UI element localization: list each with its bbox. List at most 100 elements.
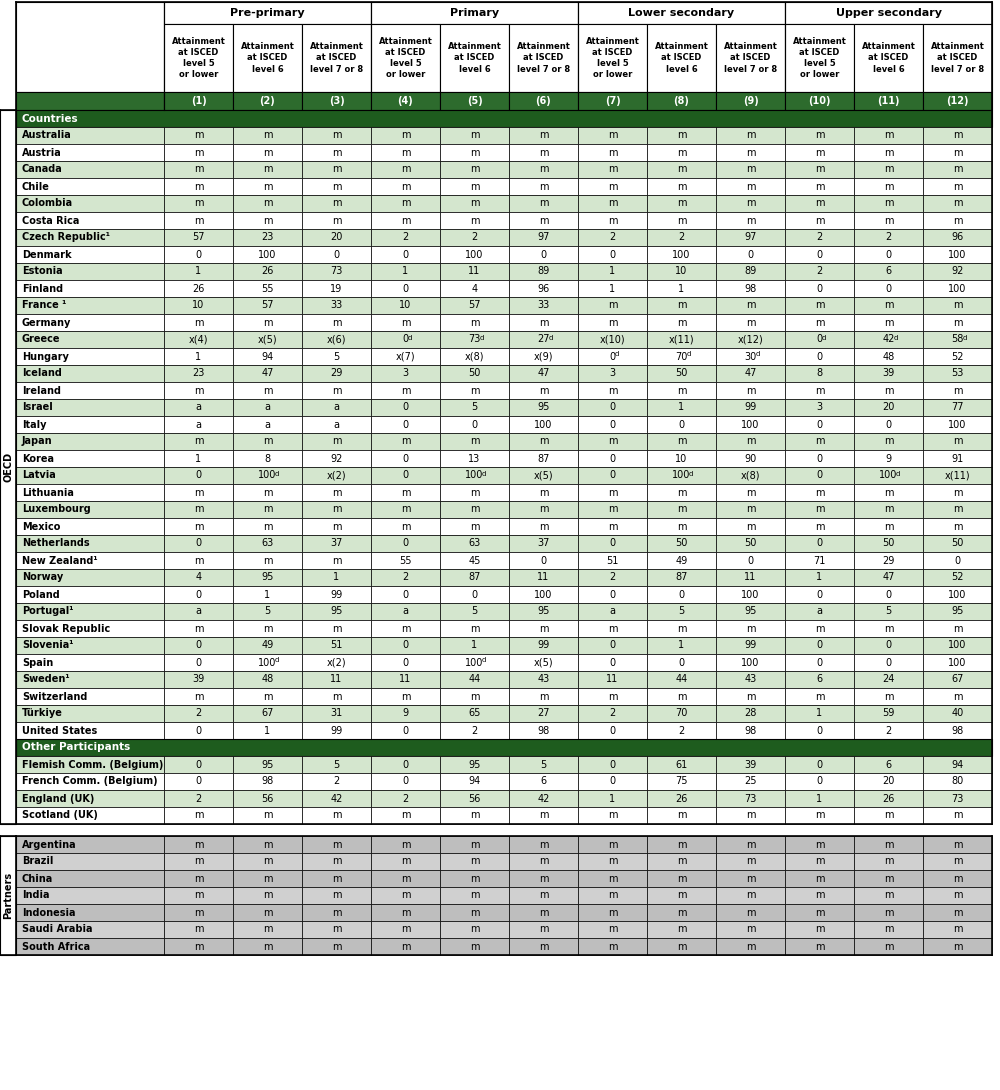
Text: 73: 73 [951, 794, 964, 803]
Bar [233, 586, 302, 603]
Text: m: m [884, 317, 893, 327]
Text: m: m [539, 857, 548, 867]
Text: m: m [746, 942, 755, 952]
Text: 10: 10 [192, 301, 205, 311]
Bar [164, 756, 233, 773]
Bar [440, 229, 509, 246]
Bar [164, 671, 233, 688]
Text: 58: 58 [951, 335, 964, 344]
Bar [509, 501, 578, 518]
Text: 44: 44 [468, 675, 481, 685]
Text: 97: 97 [744, 232, 757, 242]
Text: 70: 70 [675, 708, 688, 718]
Bar [371, 773, 440, 790]
Text: m: m [470, 521, 479, 532]
Text: 96: 96 [537, 283, 550, 293]
Bar [440, 722, 509, 739]
Text: m: m [953, 623, 962, 633]
Text: New Zealand¹: New Zealand¹ [22, 556, 98, 566]
Bar [16, 280, 164, 296]
Bar [854, 705, 923, 722]
Text: m: m [401, 924, 410, 934]
Bar [785, 433, 854, 450]
Bar [578, 671, 647, 688]
Bar [647, 870, 716, 887]
Bar [923, 178, 992, 195]
Bar [440, 467, 509, 484]
Text: 3: 3 [609, 368, 616, 378]
Bar [578, 722, 647, 739]
Text: m: m [677, 623, 686, 633]
Text: Spain: Spain [22, 657, 53, 667]
Text: m: m [746, 505, 755, 514]
Bar [578, 620, 647, 637]
Bar [716, 671, 785, 688]
Text: m: m [539, 942, 548, 952]
Text: m: m [401, 487, 410, 497]
Text: m: m [194, 386, 203, 396]
Text: 92: 92 [951, 266, 964, 277]
Text: m: m [194, 908, 203, 918]
Text: m: m [401, 623, 410, 633]
Text: m: m [332, 436, 341, 447]
Text: 95: 95 [951, 606, 964, 617]
Text: m: m [539, 873, 548, 884]
Bar [509, 887, 578, 904]
Text: 39: 39 [744, 760, 757, 770]
Bar [233, 331, 302, 348]
Bar [164, 518, 233, 535]
Bar [302, 348, 371, 365]
Bar [440, 195, 509, 211]
Text: x(9): x(9) [534, 351, 553, 362]
Bar [785, 870, 854, 887]
Bar [716, 211, 785, 229]
Text: m: m [746, 436, 755, 447]
Bar [233, 569, 302, 586]
Text: 0: 0 [402, 453, 409, 463]
Text: m: m [332, 924, 341, 934]
Bar [16, 195, 164, 211]
Text: m: m [677, 908, 686, 918]
Text: m: m [401, 521, 410, 532]
Bar [302, 246, 371, 263]
Text: OECD: OECD [3, 452, 13, 482]
Text: Türkiye: Türkiye [22, 708, 63, 718]
Bar [440, 399, 509, 416]
Text: 5: 5 [264, 606, 271, 617]
Text: Israel: Israel [22, 402, 53, 412]
Text: 1: 1 [816, 708, 823, 718]
Bar [578, 433, 647, 450]
Text: m: m [884, 165, 893, 174]
Bar [164, 938, 233, 955]
Text: 94: 94 [261, 351, 274, 362]
Text: United States: United States [22, 726, 97, 736]
Text: a: a [402, 606, 409, 617]
Text: m: m [746, 873, 755, 884]
Text: (12): (12) [946, 96, 969, 106]
Text: x(2): x(2) [327, 657, 346, 667]
Bar [647, 433, 716, 450]
Bar [785, 705, 854, 722]
Bar [16, 807, 164, 824]
Text: m: m [332, 942, 341, 952]
Text: 50: 50 [951, 538, 964, 548]
Bar [233, 870, 302, 887]
Text: 8: 8 [264, 453, 271, 463]
Text: m: m [263, 216, 272, 226]
Bar [371, 807, 440, 824]
Bar [371, 92, 440, 110]
Text: 100: 100 [465, 250, 484, 259]
Bar [923, 331, 992, 348]
Text: m: m [608, 436, 617, 447]
Text: France ¹: France ¹ [22, 301, 66, 311]
Bar [578, 467, 647, 484]
Bar [371, 790, 440, 807]
Text: m: m [746, 839, 755, 849]
Text: m: m [884, 386, 893, 396]
Text: m: m [608, 908, 617, 918]
Text: d: d [408, 335, 412, 340]
Text: 99: 99 [744, 641, 757, 651]
Bar [164, 887, 233, 904]
Text: d: d [894, 335, 898, 340]
Bar [854, 807, 923, 824]
